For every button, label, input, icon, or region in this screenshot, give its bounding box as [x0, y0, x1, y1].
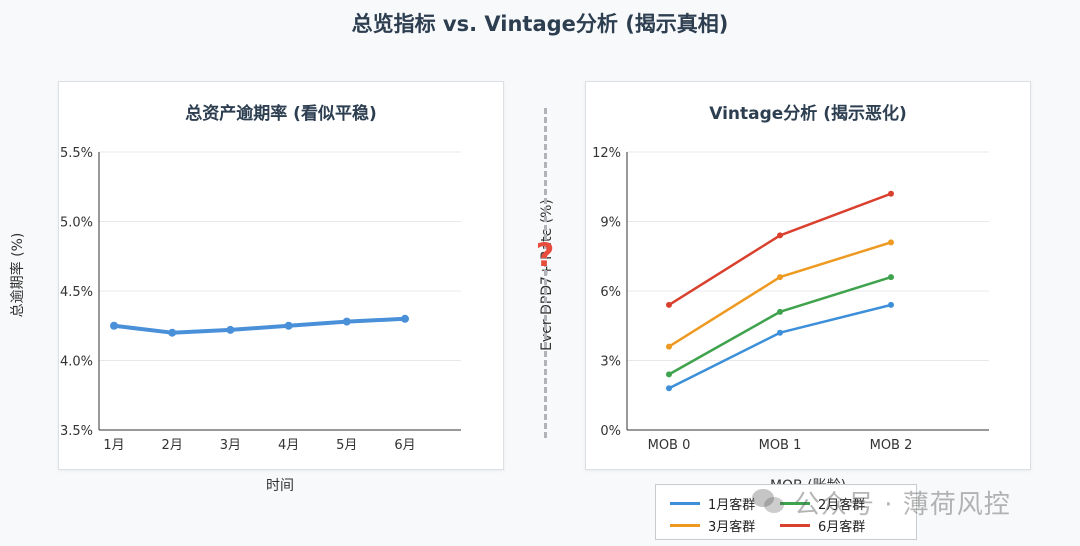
legend-swatch	[670, 523, 700, 527]
right-data-point	[777, 329, 783, 336]
left-chart-title: 总资产逾期率 (看似平稳)	[185, 104, 377, 124]
left-xtick-label: 5月	[336, 438, 357, 453]
left-series-line	[112, 316, 407, 335]
left-xtick-label: 6月	[394, 438, 415, 453]
right-data-point	[777, 308, 783, 315]
left-data-point	[226, 325, 235, 334]
legend-item: 6月客群	[780, 515, 865, 535]
left-ytick-label: 4.5%	[60, 285, 93, 300]
legend-label: 6月客群	[818, 519, 866, 535]
right-data-point	[666, 343, 672, 350]
question-mark-icon: ?	[535, 236, 555, 274]
right-ytick-label: 9%	[600, 216, 621, 231]
right-xtick-label: MOB 1	[759, 438, 802, 453]
wechat-icon	[752, 487, 786, 517]
legend-swatch	[670, 501, 700, 505]
right-y-axis-label: Ever DPD7+ Rate (%)	[539, 199, 555, 351]
legend-label: 1月客群	[708, 497, 756, 513]
right-data-point	[888, 190, 894, 197]
right-xtick-label: MOB 2	[870, 438, 913, 453]
legend-label: 2月客群	[818, 497, 866, 513]
right-ytick-label: 3%	[600, 355, 621, 370]
right-data-point	[666, 385, 672, 392]
left-chart-panel: 总资产逾期率 (看似平稳)	[58, 81, 504, 470]
right-ytick-label: 0%	[600, 424, 621, 439]
left-y-axis-label: 总逾期率 (%)	[9, 233, 26, 318]
right-data-point	[888, 274, 894, 281]
left-data-point	[342, 317, 351, 326]
right-data-point	[666, 301, 672, 308]
right-data-point	[777, 274, 783, 281]
left-ytick-label: 5.0%	[60, 216, 93, 231]
vintage-legend: 1月客群 2月客群 3月客群 6月客群	[655, 484, 917, 540]
watermark-text: 公众号 · 薄荷风控	[794, 489, 1011, 520]
right-chart-title: Vintage分析 (揭示恶化)	[709, 104, 907, 124]
right-chart-panel: Vintage分析 (揭示恶化)	[585, 81, 1031, 470]
right-xtick-label: MOB 0	[648, 438, 691, 453]
left-data-point	[110, 321, 118, 330]
legend-label: 3月客群	[708, 519, 756, 535]
legend-item: 1月客群	[670, 493, 755, 513]
left-xtick-label: 4月	[278, 438, 299, 453]
left-xtick-label: 2月	[162, 438, 183, 453]
left-data-point	[284, 321, 293, 330]
right-data-point	[777, 232, 783, 239]
left-xtick-label: 3月	[220, 438, 241, 453]
left-data-point	[168, 328, 177, 337]
right-data-point	[888, 301, 894, 308]
left-data-point	[401, 314, 409, 323]
left-ytick-label: 4.0%	[60, 355, 93, 370]
panel-divider	[544, 108, 547, 438]
right-ytick-label: 6%	[600, 285, 621, 300]
left-xtick-label: 1月	[103, 438, 124, 453]
right-series-line	[667, 303, 893, 390]
left-ytick-label: 5.5%	[60, 146, 93, 161]
legend-item: 3月客群	[670, 515, 755, 535]
left-ytick-label: 3.5%	[60, 424, 93, 439]
main-title: 总览指标 vs. Vintage分析 (揭示真相)	[351, 12, 729, 36]
right-data-point	[666, 371, 672, 378]
legend-swatch	[780, 523, 810, 527]
watermark: 公众号 · 薄荷风控	[752, 484, 1011, 520]
legend-swatch	[780, 501, 810, 505]
right-data-point	[888, 239, 894, 246]
legend-item: 2月客群	[780, 493, 865, 513]
left-x-axis-label: 时间	[266, 478, 294, 494]
right-ytick-label: 12%	[592, 146, 621, 161]
